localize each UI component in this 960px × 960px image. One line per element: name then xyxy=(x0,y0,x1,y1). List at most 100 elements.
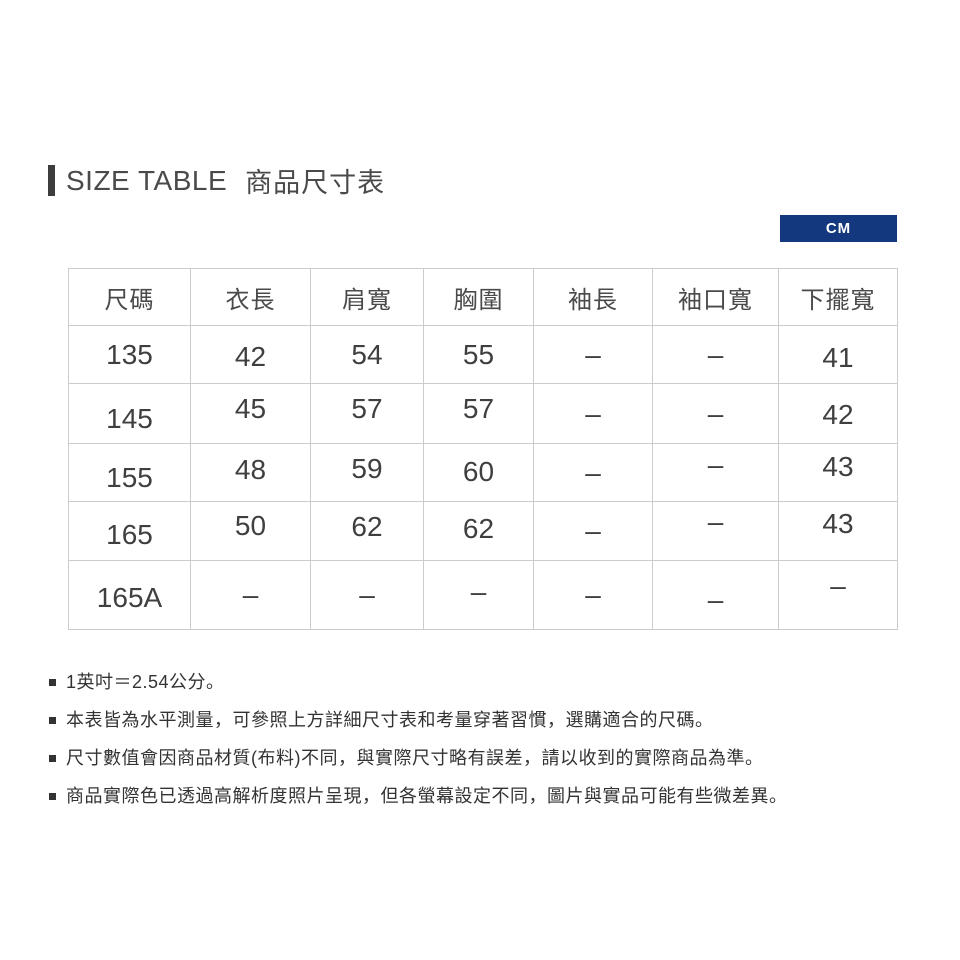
value-cell: 43 xyxy=(778,443,898,502)
size-cell: 155 xyxy=(68,443,191,502)
column-header-hem: 下擺寬 xyxy=(778,268,898,326)
size-cell: 165A xyxy=(68,560,191,630)
value-cell: – xyxy=(533,325,653,384)
unit-badge: CM xyxy=(780,215,897,242)
cell-value: – xyxy=(707,448,724,480)
table-row-165: 165 50 62 62 – – 43 xyxy=(68,501,898,561)
size-cell: 135 xyxy=(68,325,191,384)
table-row-165A: 165A – – – – – – xyxy=(68,560,898,630)
value-cell: – xyxy=(190,560,311,630)
value-cell: – xyxy=(652,325,779,384)
column-header-label: 衣長 xyxy=(225,286,276,314)
cell-value: – xyxy=(830,570,846,601)
value-cell: 48 xyxy=(190,443,311,502)
cell-value: 45 xyxy=(234,392,267,424)
value-cell: 50 xyxy=(190,501,311,561)
cell-value: 54 xyxy=(351,338,383,370)
column-header-shoulder: 肩寬 xyxy=(310,268,424,326)
value-cell: 57 xyxy=(310,383,424,444)
cell-value: 135 xyxy=(106,338,153,370)
table-row-145: 145 45 57 57 – – 42 xyxy=(68,383,898,444)
note-item: 商品實際色已透過高解析度照片呈現，但各螢幕設定不同，圖片與實品可能有些微差異。 xyxy=(48,785,928,808)
column-header-size: 尺碼 xyxy=(68,268,191,326)
cell-value: 145 xyxy=(106,402,153,434)
value-cell: – xyxy=(533,560,653,630)
note-text: 尺寸數值會因商品材質(布料)不同，與實際尺寸略有誤差，請以收到的實際商品為準。 xyxy=(66,748,764,768)
value-cell: – xyxy=(423,560,534,630)
page-title-en: SIZE TABLE xyxy=(66,164,228,196)
page-title: SIZE TABLE 商品尺寸表 xyxy=(48,161,385,200)
title-accent-bar xyxy=(48,165,55,196)
column-header-cuff: 袖口寬 xyxy=(652,268,779,326)
value-cell: 55 xyxy=(423,325,534,384)
bullet-square-icon xyxy=(49,793,56,800)
value-cell: – xyxy=(778,560,898,630)
column-header-chest: 胸圍 xyxy=(423,268,534,326)
note-text: 1英吋＝2.54公分。 xyxy=(66,672,225,692)
value-cell: 43 xyxy=(778,501,898,561)
value-cell: – xyxy=(652,443,779,502)
notes-list: 1英吋＝2.54公分。 本表皆為水平測量，可參照上方詳細尺寸表和考量穿著習慣，選… xyxy=(48,671,928,823)
value-cell: – xyxy=(533,501,653,561)
value-cell: 54 xyxy=(310,325,424,384)
size-table-header-row: 尺碼 衣長 肩寬 胸圍 袖長 袖口寬 下擺寬 xyxy=(68,268,898,326)
cell-value: – xyxy=(585,397,601,429)
note-item: 本表皆為水平測量，可參照上方詳細尺寸表和考量穿著習慣，選購適合的尺碼。 xyxy=(48,709,928,732)
value-cell: – xyxy=(652,560,779,630)
cell-value: – xyxy=(707,584,724,615)
cell-value: – xyxy=(707,397,724,429)
cell-value: – xyxy=(585,515,601,546)
column-header-length: 衣長 xyxy=(190,268,311,326)
cell-value: – xyxy=(359,579,375,610)
bullet-square-icon xyxy=(49,679,56,686)
cell-value: 57 xyxy=(351,392,383,424)
cell-value: – xyxy=(707,506,724,537)
value-cell: 57 xyxy=(423,383,534,444)
cell-value: 43 xyxy=(822,450,854,482)
value-cell: 62 xyxy=(310,501,424,561)
cell-value: – xyxy=(585,338,601,370)
cell-value: 155 xyxy=(106,461,153,493)
column-header-label: 袖長 xyxy=(568,286,618,314)
value-cell: 59 xyxy=(310,443,424,502)
column-header-label: 尺碼 xyxy=(104,286,155,314)
cell-value: 62 xyxy=(351,511,383,542)
cell-value: 48 xyxy=(234,453,267,485)
cell-value: – xyxy=(585,456,601,488)
bullet-square-icon xyxy=(49,755,56,762)
cell-value: – xyxy=(585,579,601,610)
value-cell: – xyxy=(652,383,779,444)
cell-value: 165 xyxy=(106,519,153,550)
table-row-135: 135 42 54 55 – – 41 xyxy=(68,325,898,384)
value-cell: – xyxy=(310,560,424,630)
note-item: 1英吋＝2.54公分。 xyxy=(48,671,928,694)
cell-value: 42 xyxy=(234,340,267,372)
cell-value: – xyxy=(470,576,487,607)
value-cell: 62 xyxy=(423,501,534,561)
cell-value: 42 xyxy=(822,398,854,430)
cell-value: 50 xyxy=(234,510,267,541)
cell-value: 62 xyxy=(462,513,495,544)
value-cell: – xyxy=(652,501,779,561)
value-cell: 41 xyxy=(778,325,898,384)
value-cell: 45 xyxy=(190,383,311,444)
value-cell: – xyxy=(533,443,653,502)
bullet-square-icon xyxy=(49,717,56,724)
cell-value: 55 xyxy=(462,338,495,370)
cell-value: – xyxy=(707,338,724,370)
note-text: 本表皆為水平測量，可參照上方詳細尺寸表和考量穿著習慣，選購適合的尺碼。 xyxy=(66,710,714,730)
note-item: 尺寸數值會因商品材質(布料)不同，與實際尺寸略有誤差，請以收到的實際商品為準。 xyxy=(48,747,928,770)
size-cell: 165 xyxy=(68,501,191,561)
column-header-label: 肩寬 xyxy=(342,286,392,314)
column-header-label: 下擺寬 xyxy=(800,286,876,314)
value-cell: 60 xyxy=(423,443,534,502)
column-header-sleeve: 袖長 xyxy=(533,268,653,326)
cell-value: 59 xyxy=(351,452,383,484)
cell-value: 57 xyxy=(462,392,495,424)
value-cell: 42 xyxy=(190,325,311,384)
value-cell: 42 xyxy=(778,383,898,444)
cell-value: – xyxy=(242,579,259,610)
page-title-zh: 商品尺寸表 xyxy=(245,168,386,198)
cell-value: 60 xyxy=(462,455,495,487)
cell-value: 165A xyxy=(96,582,163,613)
